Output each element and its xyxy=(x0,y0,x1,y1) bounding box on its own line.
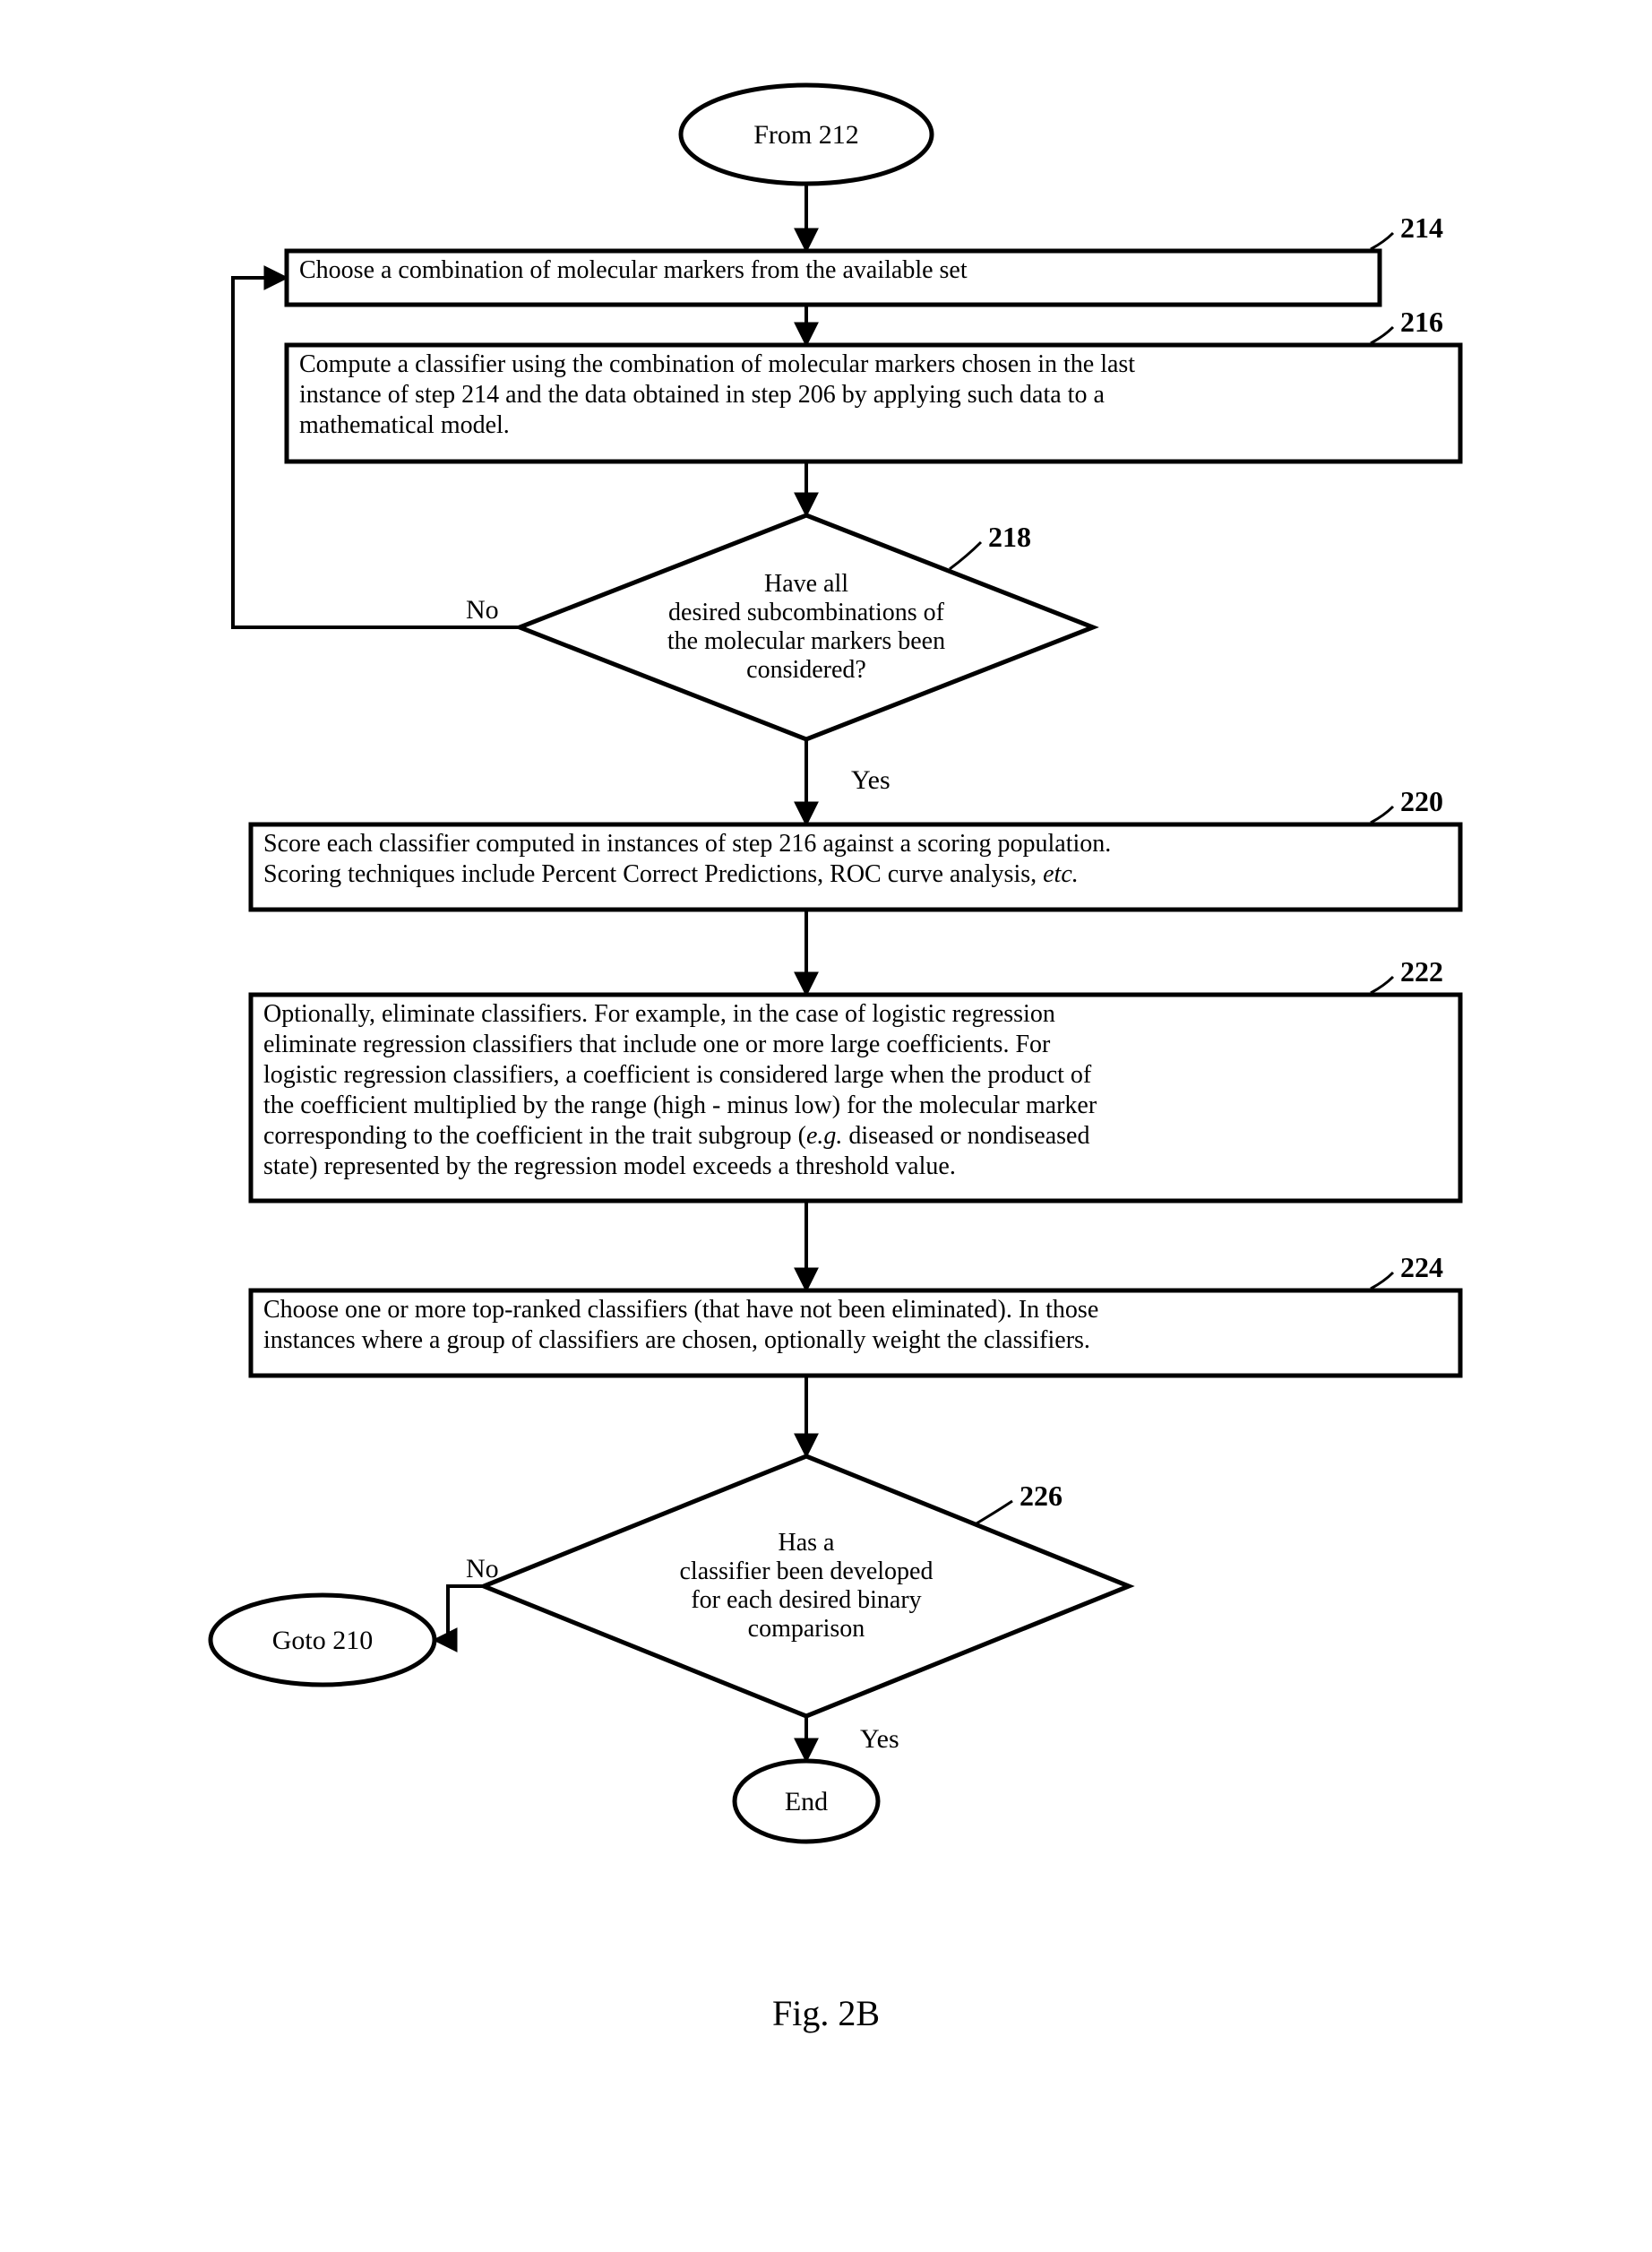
edge-218-yes-220: Yes xyxy=(806,739,891,824)
terminal-goto-label: Goto 210 xyxy=(272,1626,374,1655)
process-216: Compute a classifier using the combinati… xyxy=(287,345,1460,462)
process-224: Choose one or more top-ranked classifier… xyxy=(251,1290,1460,1376)
process-220-line-1: Scoring techniques include Percent Corre… xyxy=(263,860,1079,888)
ref-220: 220 xyxy=(1371,785,1443,823)
ref-label-222: 222 xyxy=(1400,955,1443,988)
process-220-line-0: Score each classifier computed in instan… xyxy=(263,830,1111,858)
process-224-line-0: Choose one or more top-ranked classifier… xyxy=(263,1296,1098,1324)
edge-label-8: No xyxy=(466,1554,499,1583)
terminal-start: From 212 xyxy=(681,85,932,184)
ref-224: 224 xyxy=(1371,1251,1443,1289)
process-216-line-0: Compute a classifier using the combinati… xyxy=(299,350,1135,378)
edge-226-no-goto: No xyxy=(435,1554,499,1640)
edge-226-yes-end: Yes xyxy=(806,1716,899,1761)
ref-222: 222 xyxy=(1371,955,1443,993)
edge-label-9: Yes xyxy=(860,1724,899,1754)
process-224-line-1: instances where a group of classifiers a… xyxy=(263,1326,1090,1354)
process-222-line-1: eliminate regression classifiers that in… xyxy=(263,1031,1051,1058)
terminal-start-label: From 212 xyxy=(753,120,859,150)
process-222-line-4: corresponding to the coefficient in the … xyxy=(263,1122,1089,1150)
ref-216: 216 xyxy=(1371,306,1443,343)
ref-label-226: 226 xyxy=(1020,1480,1063,1512)
process-222-line-2: logistic regression classifiers, a coeff… xyxy=(263,1061,1092,1089)
figure-caption: Fig. 2B xyxy=(772,1993,880,2033)
edge-218-no-214: No xyxy=(233,278,520,627)
process-222-line-5: state) represented by the regression mod… xyxy=(263,1152,956,1180)
decision-226-line-1: classifier been developed xyxy=(680,1557,934,1585)
ref-226: 226 xyxy=(977,1480,1063,1523)
edge-label-4: Yes xyxy=(851,765,891,795)
terminal-end: End xyxy=(735,1761,878,1842)
decision-226-line-0: Has a xyxy=(779,1529,836,1557)
process-222-line-3: the coefficient multiplied by the range … xyxy=(263,1091,1097,1119)
ref-label-218: 218 xyxy=(988,521,1031,553)
process-216-line-1: instance of step 214 and the data obtain… xyxy=(299,381,1105,409)
ref-label-220: 220 xyxy=(1400,785,1443,817)
process-222-line-0: Optionally, eliminate classifiers. For e… xyxy=(263,1000,1055,1028)
ref-214: 214 xyxy=(1371,211,1443,249)
process-222: Optionally, eliminate classifiers. For e… xyxy=(251,995,1460,1201)
decision-218-line-1: desired subcombinations of xyxy=(668,599,945,626)
ref-218: 218 xyxy=(950,521,1031,569)
process-220: Score each classifier computed in instan… xyxy=(251,824,1460,910)
decision-218-line-0: Have all xyxy=(764,570,848,598)
process-214-line-0: Choose a combination of molecular marker… xyxy=(299,256,968,284)
decision-226-line-2: for each desired binary xyxy=(691,1586,921,1614)
terminal-goto: Goto 210 xyxy=(211,1595,435,1685)
ref-label-216: 216 xyxy=(1400,306,1443,338)
decision-218-line-2: the molecular markers been xyxy=(667,627,945,655)
ref-label-224: 224 xyxy=(1400,1251,1443,1283)
decision-218-line-3: considered? xyxy=(746,656,866,684)
terminal-end-label: End xyxy=(785,1787,828,1816)
edge-label-3: No xyxy=(466,595,499,625)
decision-226-line-3: comparison xyxy=(748,1615,865,1643)
ref-label-214: 214 xyxy=(1400,211,1443,244)
process-216-line-2: mathematical model. xyxy=(299,411,510,439)
process-214: Choose a combination of molecular marker… xyxy=(287,251,1380,305)
